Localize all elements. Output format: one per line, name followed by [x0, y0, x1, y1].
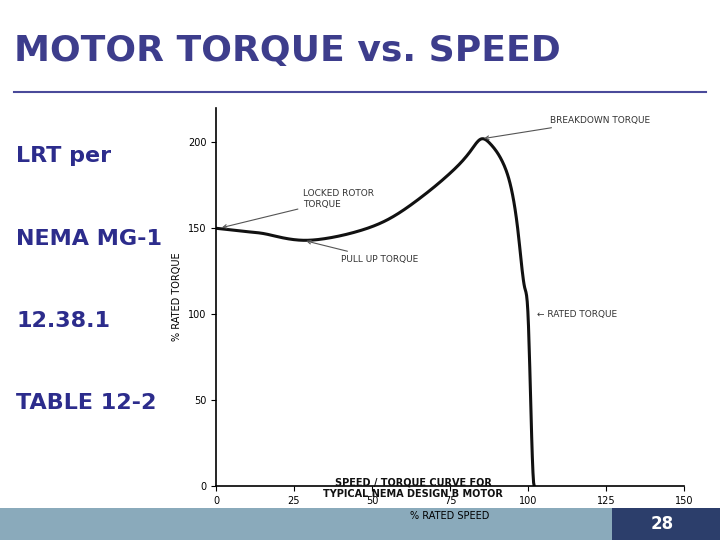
Text: LRT per: LRT per: [16, 146, 112, 166]
Text: BREAKDOWN TORQUE: BREAKDOWN TORQUE: [485, 116, 650, 139]
X-axis label: % RATED SPEED: % RATED SPEED: [410, 511, 490, 521]
Text: LOCKED ROTOR
TORQUE: LOCKED ROTOR TORQUE: [223, 190, 374, 228]
Text: 12.38.1: 12.38.1: [16, 310, 110, 330]
Bar: [612, 508, 720, 540]
Text: TABLE 12-2: TABLE 12-2: [16, 393, 156, 413]
Text: 28: 28: [651, 515, 674, 533]
Y-axis label: % RATED TORQUE: % RATED TORQUE: [172, 253, 182, 341]
Bar: [0, 508, 612, 540]
Text: ← RATED TORQUE: ← RATED TORQUE: [537, 309, 618, 319]
Text: PULL UP TORQUE: PULL UP TORQUE: [307, 240, 418, 264]
Text: MOTOR TORQUE vs. SPEED: MOTOR TORQUE vs. SPEED: [14, 34, 561, 68]
Text: NEMA MG-1: NEMA MG-1: [16, 228, 162, 248]
Text: SPEED / TORQUE CURVE FOR
TYPICAL NEMA DESIGN B MOTOR: SPEED / TORQUE CURVE FOR TYPICAL NEMA DE…: [323, 477, 503, 499]
